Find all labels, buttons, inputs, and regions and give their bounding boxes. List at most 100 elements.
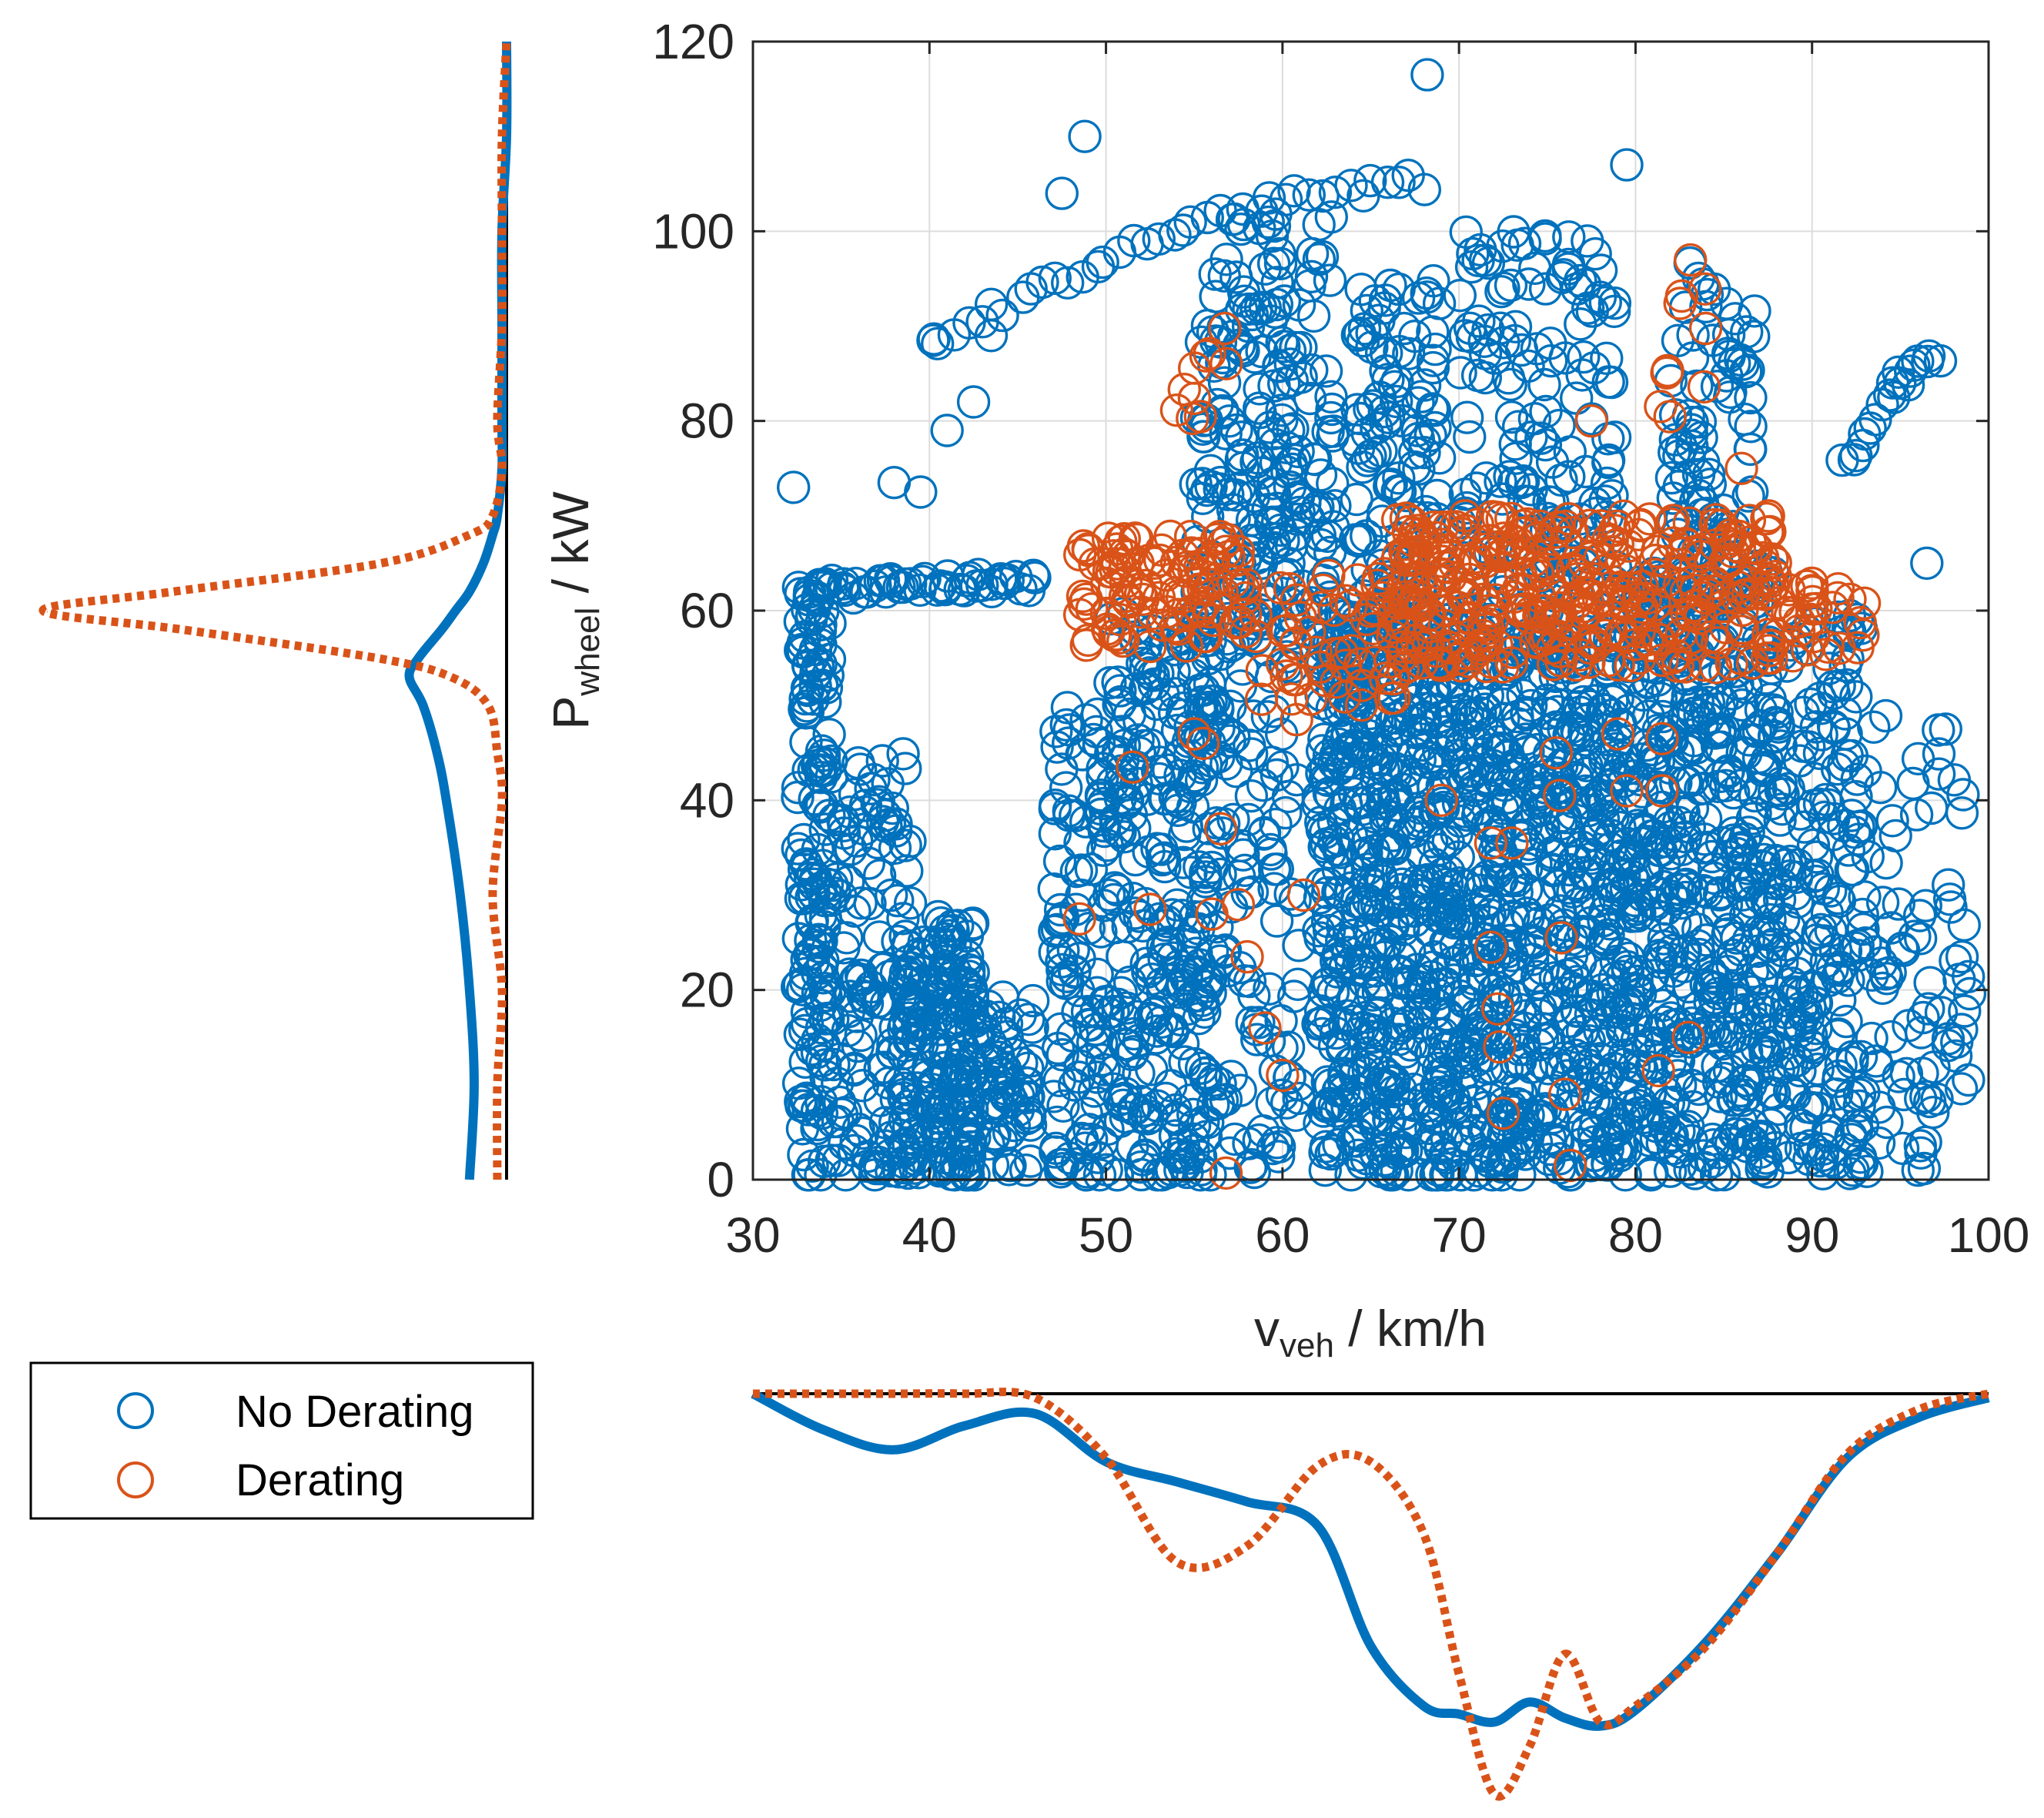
scatter-point-no_derating <box>1694 969 1729 1004</box>
scatter-point-no_derating <box>1909 889 1943 922</box>
scatter-point-no_derating <box>1122 1056 1156 1090</box>
scatter-point-no_derating <box>1633 1076 1668 1111</box>
scatter-point-no_derating <box>1468 336 1503 370</box>
scatter-point-no_derating <box>1092 878 1126 912</box>
scatter-point-derating <box>1266 1058 1300 1093</box>
scatter-point-no_derating <box>1145 832 1179 866</box>
scatter-point-no_derating <box>1915 791 1949 825</box>
scatter-point-no_derating <box>891 967 925 1001</box>
scatter-point-no_derating <box>1237 979 1271 1013</box>
scatter-point-no_derating <box>1282 288 1316 322</box>
scatter-point-no_derating <box>1303 458 1338 492</box>
scatter-point-no_derating <box>1554 922 1589 956</box>
scatter-point-no_derating <box>1306 564 1340 598</box>
scatter-point-no_derating <box>1527 367 1561 402</box>
scatter-point-no_derating <box>1913 966 1947 999</box>
scatter-point-no_derating <box>1156 898 1189 932</box>
scatter-point-no_derating <box>1801 1052 1835 1086</box>
scatter-point-no_derating <box>1711 754 1745 788</box>
scatter-point-derating <box>1292 615 1326 649</box>
scatter-point-no_derating <box>1490 1092 1525 1126</box>
scatter-point-no_derating <box>1934 890 1968 924</box>
scatter-point-no_derating <box>1369 336 1403 370</box>
scatter-point-derating <box>1075 592 1109 626</box>
scatter-point-no_derating <box>1747 984 1781 1018</box>
scatter-point-derating <box>1441 565 1476 600</box>
scatter-point-no_derating <box>1728 402 1761 437</box>
scatter-point-no_derating <box>1049 771 1083 805</box>
scatter-point-no_derating <box>932 919 967 953</box>
scatter-point-no_derating <box>1052 713 1086 747</box>
scatter-point-no_derating <box>1571 224 1604 258</box>
scatter-point-no_derating <box>1828 649 1862 683</box>
scatter-point-no_derating <box>1681 912 1715 946</box>
scatter-point-no_derating <box>898 1083 932 1117</box>
scatter-point-no_derating <box>1317 1089 1351 1123</box>
scatter-point-no_derating <box>976 1120 1011 1154</box>
scatter-point-no_derating <box>1011 1051 1045 1086</box>
scatter-point-derating <box>1173 596 1208 630</box>
scatter-point-no_derating <box>1142 745 1177 779</box>
scatter-point-no_derating <box>1448 683 1482 717</box>
scatter-point-no_derating <box>1799 840 1834 874</box>
scatter-point-derating <box>1221 888 1256 922</box>
scatter-point-derating <box>1208 311 1242 346</box>
scatter-point-no_derating <box>1494 400 1529 434</box>
scatter-point-no_derating <box>1041 1031 1076 1066</box>
scatter-point-no_derating <box>838 567 873 601</box>
scatter-point-no_derating <box>1902 899 1937 932</box>
scatter-point-no_derating <box>1379 384 1413 419</box>
scatter-point-no_derating <box>1316 414 1350 448</box>
scatter-point-no_derating <box>1118 1092 1152 1126</box>
scatter-point-derating <box>1203 812 1238 846</box>
scatter-point-no_derating <box>1721 1078 1756 1112</box>
scatter-point-no_derating <box>1430 1080 1464 1114</box>
scatter-point-no_derating <box>1830 668 1864 702</box>
scatter-point-derating <box>1166 538 1200 572</box>
scatter-point-no_derating <box>893 886 928 920</box>
scatter-point-derating <box>1389 584 1423 618</box>
scatter-point-no_derating <box>1490 740 1524 774</box>
scatter-point-derating <box>1193 336 1226 370</box>
scatter-point-no_derating <box>1082 1158 1117 1192</box>
scatter-point-no_derating <box>1834 1079 1868 1113</box>
scatter-point-derating <box>1664 279 1699 313</box>
scatter-point-derating <box>1209 1156 1243 1190</box>
scatter-point-no_derating <box>1671 678 1704 713</box>
scatter-point-no_derating <box>1844 1040 1878 1074</box>
scatter-point-no_derating <box>1387 311 1421 346</box>
scatter-point-no_derating <box>1668 820 1703 854</box>
scatter-point-no_derating <box>997 1108 1032 1143</box>
scatter-point-derating <box>1106 624 1140 658</box>
scatter-point-no_derating <box>789 696 823 730</box>
scatter-point-no_derating <box>1344 273 1378 306</box>
scatter-point-no_derating <box>1891 368 1925 402</box>
scatter-point-no_derating <box>1349 519 1383 553</box>
scatter-point-no_derating <box>1274 529 1309 564</box>
scatter-point-no_derating <box>1514 420 1548 454</box>
scatter-point-no_derating <box>1270 1086 1304 1120</box>
x-tick-label: 40 <box>902 1207 957 1263</box>
scatter-point-no_derating <box>1648 929 1682 963</box>
x-tick-label: 100 <box>1948 1207 2030 1263</box>
scatter-point-no_derating <box>801 832 835 867</box>
scatter-point-no_derating <box>1260 266 1294 300</box>
scatter-point-no_derating <box>1945 939 1979 974</box>
scatter-point-no_derating <box>1453 420 1487 454</box>
scatter-point-no_derating <box>1839 680 1873 714</box>
marginal-y-plot <box>38 41 512 1180</box>
scatter-point-derating <box>1099 552 1132 586</box>
y-tick-label: 80 <box>680 393 734 449</box>
scatter-point-no_derating <box>1320 1094 1353 1128</box>
scatter-point-no_derating <box>1275 363 1310 397</box>
scatter-point-derating <box>1754 575 1788 610</box>
scatter-point-no_derating <box>1533 1121 1567 1155</box>
scatter-point-no_derating <box>1460 799 1495 833</box>
scatter-point-no_derating <box>1784 1131 1818 1166</box>
scatter-point-no_derating <box>1159 677 1193 711</box>
scatter-point-no_derating <box>1431 881 1466 916</box>
scatter-point-no_derating <box>1203 1066 1237 1101</box>
scatter-point-no_derating <box>1052 794 1086 828</box>
scatter-point-no_derating <box>1465 1017 1500 1051</box>
scatter-point-no_derating <box>1468 1139 1503 1173</box>
